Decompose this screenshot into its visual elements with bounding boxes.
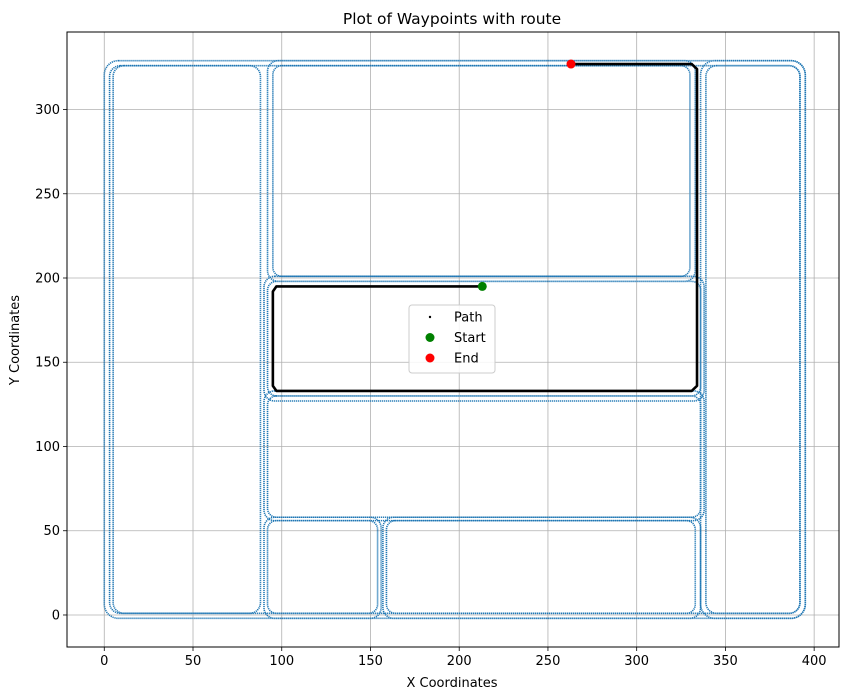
waypoint-loop: [266, 395, 702, 519]
legend-marker-start: [425, 333, 435, 342]
y-tick-label: 200: [35, 272, 60, 287]
x-tick-label: 400: [802, 654, 827, 669]
x-tick-label: 0: [100, 654, 108, 669]
legend-label-start: Start: [454, 331, 486, 346]
y-axis-label: Y Coordinates: [8, 295, 23, 386]
waypoint-loop: [382, 516, 702, 620]
x-tick-label: 150: [358, 654, 383, 669]
x-tick-label: 250: [536, 654, 561, 669]
y-tick-label: 300: [35, 103, 60, 118]
start-marker: [477, 281, 487, 291]
waypoint-loop: [266, 59, 697, 283]
x-tick-label: 100: [269, 654, 294, 669]
plot-frame: [66, 31, 840, 648]
x-axis-label: X Coordinates: [406, 676, 497, 691]
y-tick-label: 50: [43, 524, 60, 539]
legend-label-end: End: [454, 352, 479, 367]
waypoint-loop: [699, 59, 807, 620]
x-tick-label: 300: [624, 654, 649, 669]
waypoint-loop: [266, 519, 379, 615]
x-axis: 0 50 100 150 200 250 300 350 400: [100, 647, 827, 669]
route-path: [271, 62, 699, 393]
waypoint-loop: [272, 64, 691, 278]
legend: Path Start End: [408, 304, 496, 374]
end-marker: [566, 59, 576, 69]
x-tick-label: 200: [447, 654, 472, 669]
legend-marker-end: [425, 353, 435, 363]
waypoint-loop: [263, 390, 705, 522]
y-axis: 0 50 100 150 200 250 300: [35, 103, 67, 623]
legend-marker-path: [428, 315, 432, 319]
waypoint-loop: [263, 275, 705, 402]
chart-title: Plot of Waypoints with route: [343, 10, 561, 28]
x-tick-label: 350: [713, 654, 738, 669]
waypoint-loop: [112, 64, 262, 615]
waypoint-loop: [263, 516, 382, 620]
y-tick-label: 250: [35, 187, 60, 202]
y-tick-label: 100: [35, 440, 60, 455]
x-tick-label: 50: [185, 654, 202, 669]
waypoint-loop: [705, 64, 801, 615]
y-tick-label: 0: [52, 608, 60, 623]
y-tick-label: 150: [35, 356, 60, 371]
plot-area: [103, 59, 807, 620]
waypoint-loop: [385, 519, 697, 615]
legend-label-path: Path: [454, 311, 483, 326]
